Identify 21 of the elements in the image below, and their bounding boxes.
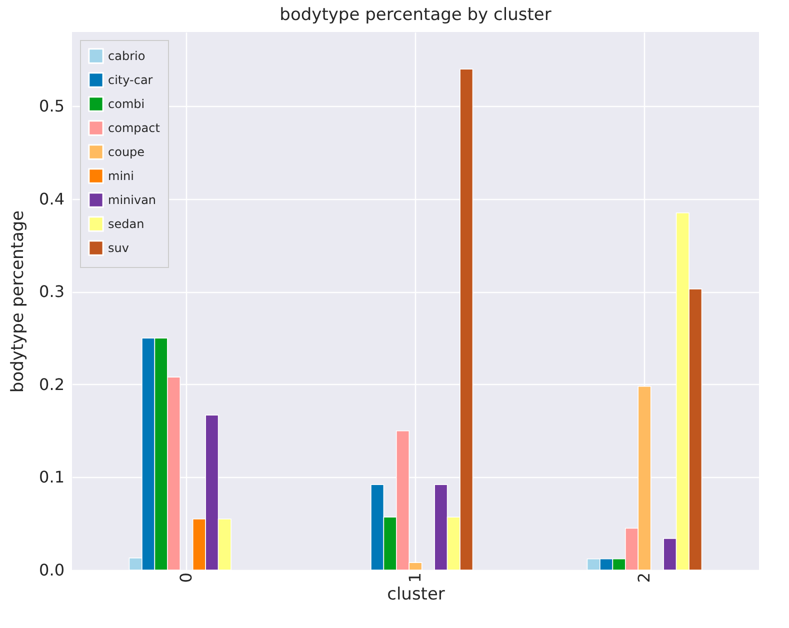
legend-label: mini: [108, 169, 134, 183]
legend-label: city-car: [108, 73, 153, 87]
y-axis-title: bodytype percentage: [8, 210, 28, 393]
y-tick-label: 0.3: [39, 282, 64, 302]
y-tick-label: 0.5: [39, 96, 64, 116]
legend-label: sedan: [108, 217, 144, 231]
legend-label: cabrio: [108, 49, 146, 63]
legend-label: compact: [108, 121, 160, 135]
y-tick-label: 0.2: [39, 374, 64, 394]
y-tick-label: 0.1: [39, 468, 64, 487]
chart-title: bodytype percentage by cluster: [280, 5, 552, 25]
y-tick-label: 0.0: [39, 560, 64, 580]
legend-label: coupe: [108, 145, 145, 159]
x-tick-label: 2: [634, 572, 654, 583]
x-tick-label: 0: [176, 572, 196, 583]
x-tick-label: 1: [406, 572, 424, 583]
y-tick-label: 0.4: [39, 189, 64, 208]
x-axis-title: cluster: [387, 584, 445, 605]
legend-label: minivan: [108, 193, 156, 207]
legend-label: combi: [108, 97, 145, 111]
legend-label: suv: [108, 241, 129, 255]
